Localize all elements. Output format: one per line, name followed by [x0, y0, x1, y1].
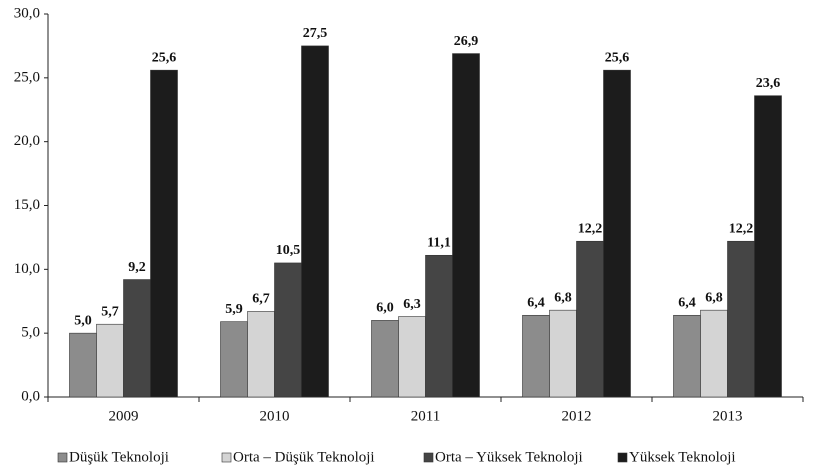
bar: [371, 320, 399, 398]
bar: [220, 321, 248, 398]
bar: [452, 53, 480, 398]
legend-swatch: [423, 452, 434, 463]
bar: [150, 69, 178, 398]
value-label: 6,7: [252, 292, 270, 307]
bar: [274, 262, 302, 398]
bar: [754, 95, 782, 398]
y-tick-label: 25,0: [14, 69, 40, 85]
bar: [69, 332, 97, 398]
bar: [522, 314, 550, 398]
value-label: 6,8: [705, 290, 723, 305]
x-tick-label: 2010: [260, 408, 290, 424]
value-label: 6,4: [527, 296, 545, 311]
value-label: 25,6: [605, 50, 630, 65]
value-label: 27,5: [303, 26, 328, 41]
value-label: 6,8: [554, 290, 572, 305]
bar: [123, 279, 151, 398]
value-label: 23,6: [756, 76, 781, 91]
x-tick-label: 2012: [562, 408, 592, 424]
value-label: 6,3: [403, 297, 421, 312]
y-tick-label: 15,0: [14, 197, 40, 213]
legend-swatch: [221, 452, 232, 463]
bar: [603, 69, 631, 398]
value-label: 12,2: [729, 221, 754, 236]
value-label: 5,7: [101, 304, 119, 319]
y-tick-label: 0,0: [21, 388, 40, 404]
bar: [96, 323, 124, 398]
bar: [700, 309, 728, 398]
bar: [425, 254, 453, 398]
bar: [301, 45, 329, 398]
legend-label: Yüksek Teknoloji: [629, 449, 736, 465]
x-tick-label: 2013: [713, 408, 743, 424]
value-label: 6,0: [376, 301, 394, 316]
bar: [576, 240, 604, 398]
bar: [247, 311, 275, 398]
value-label: 26,9: [454, 34, 479, 49]
x-tick-label: 2009: [109, 408, 139, 424]
bar: [549, 309, 577, 398]
value-label: 10,5: [276, 243, 301, 258]
legend-swatch: [57, 452, 68, 463]
bar: [398, 316, 426, 398]
value-label: 25,6: [152, 50, 177, 65]
legend-label: Düşük Teknoloji: [69, 449, 169, 465]
y-tick-label: 10,0: [14, 261, 40, 277]
value-label: 12,2: [578, 221, 603, 236]
y-tick-label: 20,0: [14, 133, 40, 149]
bar: [673, 314, 701, 398]
legend-swatch: [617, 452, 628, 463]
y-tick-label: 5,0: [21, 325, 40, 341]
value-label: 11,1: [427, 236, 451, 251]
value-label: 5,9: [225, 302, 243, 317]
x-tick-label: 2011: [411, 408, 440, 424]
y-tick-label: 30,0: [14, 5, 40, 21]
legend-label: Orta – Düşük Teknoloji: [233, 449, 375, 465]
bar: [727, 240, 755, 398]
value-label: 5,0: [74, 313, 92, 328]
value-label: 9,2: [128, 260, 146, 275]
value-label: 6,4: [678, 296, 696, 311]
legend-label: Orta – Yüksek Teknoloji: [435, 449, 583, 465]
